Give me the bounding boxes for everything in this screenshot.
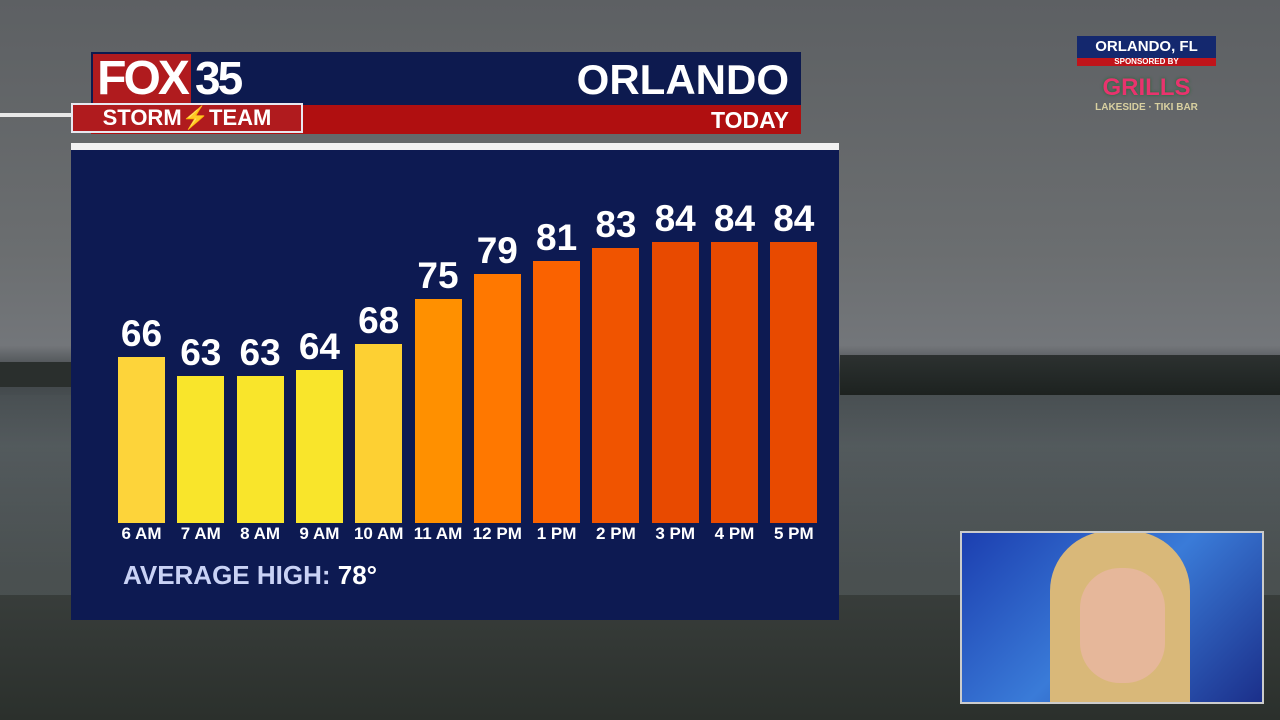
data-label: 75 [417,255,459,297]
presenter-video-inset [960,531,1264,704]
data-label: 63 [180,332,222,374]
data-label: 79 [476,229,518,271]
sponsored-by: SPONSORED BY [1077,58,1216,66]
sponsor-logo: GRILLS [1102,74,1191,101]
x-tick-label: 1 PM [536,524,577,543]
presenter-face [1080,568,1165,683]
panel-top-strip [71,143,839,150]
x-tick-label: 7 AM [180,524,221,543]
header-banner: FOX 35 STORM⚡TEAM ORLANDO TODAY [71,52,801,134]
sponsor-logo-sub: LAKESIDE · TIKI BAR [1095,102,1198,113]
x-tick-label: 10 AM [353,524,404,543]
bar-9-am [295,369,343,523]
data-label: 63 [239,332,281,374]
sponsor-location: ORLANDO, FL [1077,36,1216,58]
bar-11-am [414,299,462,523]
data-label: 81 [536,217,578,259]
x-tick-label: 9 AM [299,524,340,543]
average-high-label: AVERAGE HIGH: [123,560,331,590]
x-tick-label: 8 AM [240,524,281,543]
x-tick-label: 11 AM [413,524,463,543]
period-label: TODAY [711,107,789,133]
x-tick-label: 2 PM [596,524,636,543]
data-label: 84 [773,198,815,239]
bar-10-am [355,344,403,523]
bar-6-am [118,356,165,523]
x-tick-label: 5 PM [773,524,814,543]
average-high-value: 78° [337,560,378,590]
bar-1-pm [533,261,581,523]
bar-12-pm [473,273,521,523]
data-label: 84 [713,198,756,239]
average-high: AVERAGE HIGH: 78° [123,560,377,591]
bar-3-pm [651,242,699,523]
data-label: 83 [595,204,637,246]
fox-logo: FOX [93,54,191,104]
x-tick-label: 12 PM [472,524,522,543]
data-label: 64 [298,325,340,367]
shoreline [840,355,1280,395]
sponsor-badge: ORLANDO, FL SPONSORED BY GRILLS LAKESIDE… [1077,36,1216,113]
data-label: 84 [654,198,696,239]
bar-4-pm [711,242,758,523]
bar-8-am [236,376,284,523]
hourly-temperature-chart: AVERAGE HIGH: 78° 66 6 AM 63 7 AM 63 8 AM 64 9 … [71,150,839,620]
x-tick-label: 4 PM [714,524,755,543]
divider-line [0,113,72,117]
storm-team-logo: STORM⚡TEAM [71,103,303,133]
x-tick-label: 3 PM [655,524,696,543]
city-title: ORLANDO [576,56,789,103]
bar-2-pm [592,248,640,523]
shoreline-left [0,362,72,387]
data-label: 66 [120,312,163,354]
channel-number: 35 [195,52,243,104]
bar-5-pm [770,242,818,523]
data-label: 68 [358,300,400,342]
header-top [91,52,801,105]
x-tick-label: 6 AM [121,524,162,543]
bar-7-am [177,376,225,523]
